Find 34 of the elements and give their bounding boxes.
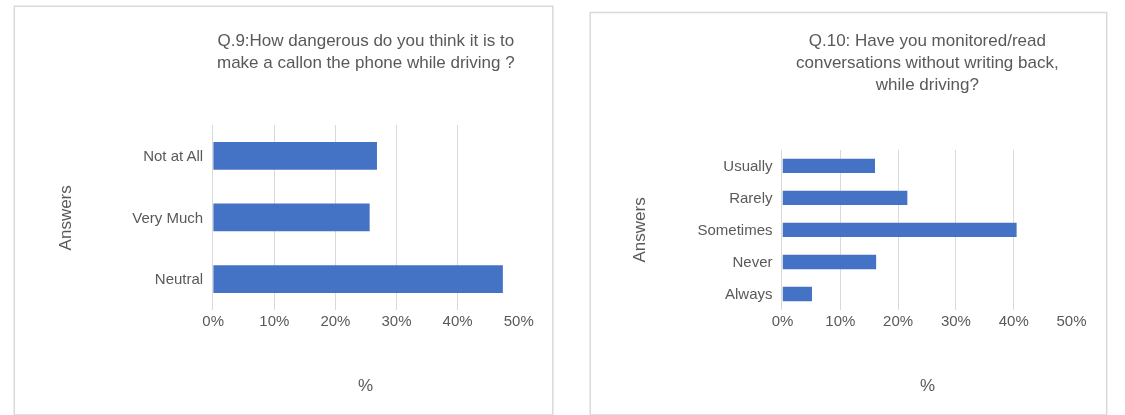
x-tick-label: 50% [503,312,534,330]
bar [213,203,370,232]
chart-title: Q.10: Have you monitored/read conversations without writing back, while driving? [796,31,1059,95]
bar [213,265,503,294]
bar [782,222,1017,238]
x-tick-label: 0% [771,312,794,330]
x-tick-label: 40% [442,312,473,330]
x-tick-label: 10% [259,312,290,330]
y-tick-label: Not at All [143,147,204,165]
y-tick-label: Sometimes [697,221,773,239]
y-tick-label: Never [732,253,773,271]
chart-title: Q.9:How dangerous do you think it is to make a callon the phone while driving ? [217,31,515,73]
x-tick-label: 20% [320,312,351,330]
x-axis-title: % [920,376,936,395]
x-tick-label: 30% [381,312,412,330]
x-axis-title: % [358,376,374,395]
bar [782,158,875,174]
y-tick-label: Very Much [132,208,204,226]
y-axis-title: Answers [629,197,649,263]
y-tick-label: Neutral [154,270,204,288]
y-tick-label: Usually [723,157,773,175]
x-tick-label: 20% [883,312,914,330]
x-tick-label: 0% [202,312,225,330]
x-tick-label: 50% [1056,312,1087,330]
bar [782,190,908,206]
bar [782,286,812,302]
y-axis-title: Answers [56,185,76,251]
y-tick-label: Rarely [729,189,773,207]
x-tick-label: 30% [940,312,971,330]
bar [213,141,377,170]
bar [782,254,877,270]
y-tick-label: Always [724,285,773,303]
x-tick-label: 10% [825,312,856,330]
x-tick-label: 40% [998,312,1029,330]
